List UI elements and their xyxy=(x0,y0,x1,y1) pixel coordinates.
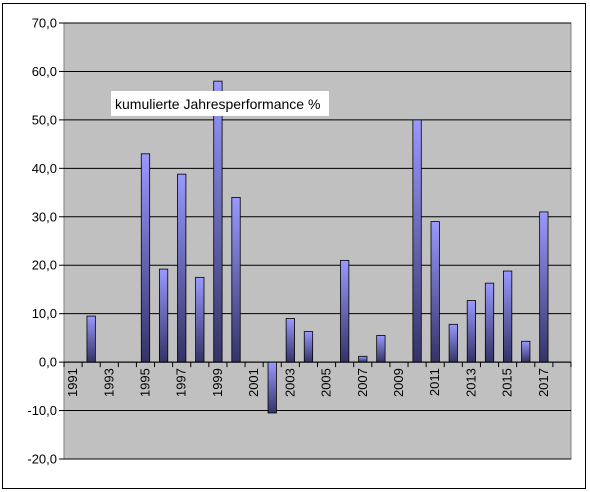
x-axis-labels: 1991 1993 1995 1997 1999 2001 2003 2005 2007 2009… xyxy=(65,368,551,397)
y-tick-label: -20,0 xyxy=(27,452,57,467)
bar-2006 xyxy=(340,259,350,363)
bar-2000 xyxy=(231,196,241,363)
annotation-text: kumulierte Jahresperformance % xyxy=(115,96,320,112)
bar-1995 xyxy=(140,153,151,363)
x-tick-label: 2009 xyxy=(391,368,406,397)
x-tick-label: 2013 xyxy=(463,368,478,397)
bars xyxy=(86,80,549,414)
y-tick-label: 50,0 xyxy=(32,112,57,127)
x-tick-label: 1993 xyxy=(101,368,116,397)
bar-2015 xyxy=(503,270,513,363)
x-tick-label: 2001 xyxy=(246,368,261,397)
x-tick-label: 2015 xyxy=(500,368,515,397)
bar-2013 xyxy=(466,300,477,363)
y-tick-label: 30,0 xyxy=(32,209,57,224)
y-tick-label: 20,0 xyxy=(32,258,57,273)
y-tick-label: 60,0 xyxy=(32,64,57,79)
y-tick-label: 10,0 xyxy=(32,306,57,321)
bar-2010 xyxy=(412,119,422,363)
annotation-box xyxy=(111,91,329,116)
bar-1998 xyxy=(195,276,205,363)
y-axis-labels: 70,0 60,0 50,0 40,0 30,0 20,0 10,0 0,0 -10,0 -20,… xyxy=(27,16,57,467)
y-tick-label: 0,0 xyxy=(39,355,57,370)
bar-2008 xyxy=(376,335,386,363)
bar-2014 xyxy=(484,282,495,363)
bar-2004 xyxy=(303,331,314,363)
bar-1992 xyxy=(86,315,96,363)
bar-2012 xyxy=(448,323,458,363)
x-tick-label: 1997 xyxy=(174,368,189,397)
x-ticks xyxy=(63,362,572,368)
bar-2003 xyxy=(285,318,295,363)
x-tick-label: 2003 xyxy=(282,368,297,397)
bar-2017 xyxy=(539,211,549,363)
x-tick-label: 1991 xyxy=(65,368,80,397)
y-tick-label: 40,0 xyxy=(32,161,57,176)
x-tick-label: 2005 xyxy=(319,368,334,397)
x-tick-label: 2011 xyxy=(427,368,442,396)
bar-1999 xyxy=(213,80,223,363)
x-tick-label: 2017 xyxy=(536,368,551,397)
bar-1996 xyxy=(158,268,169,363)
bar-2007 xyxy=(358,355,368,363)
annotation: kumulierte Jahresperformance % xyxy=(111,91,329,116)
y-tick-label: 70,0 xyxy=(32,16,57,31)
bar-2002 xyxy=(267,361,277,414)
x-tick-label: 2007 xyxy=(355,368,370,397)
bar-2016 xyxy=(521,340,531,363)
x-tick-label: 1999 xyxy=(210,368,225,397)
x-tick-label: 1995 xyxy=(137,368,152,397)
bar-1997 xyxy=(177,173,187,363)
y-tick-label: -10,0 xyxy=(27,403,57,418)
bar-2011 xyxy=(430,221,440,363)
